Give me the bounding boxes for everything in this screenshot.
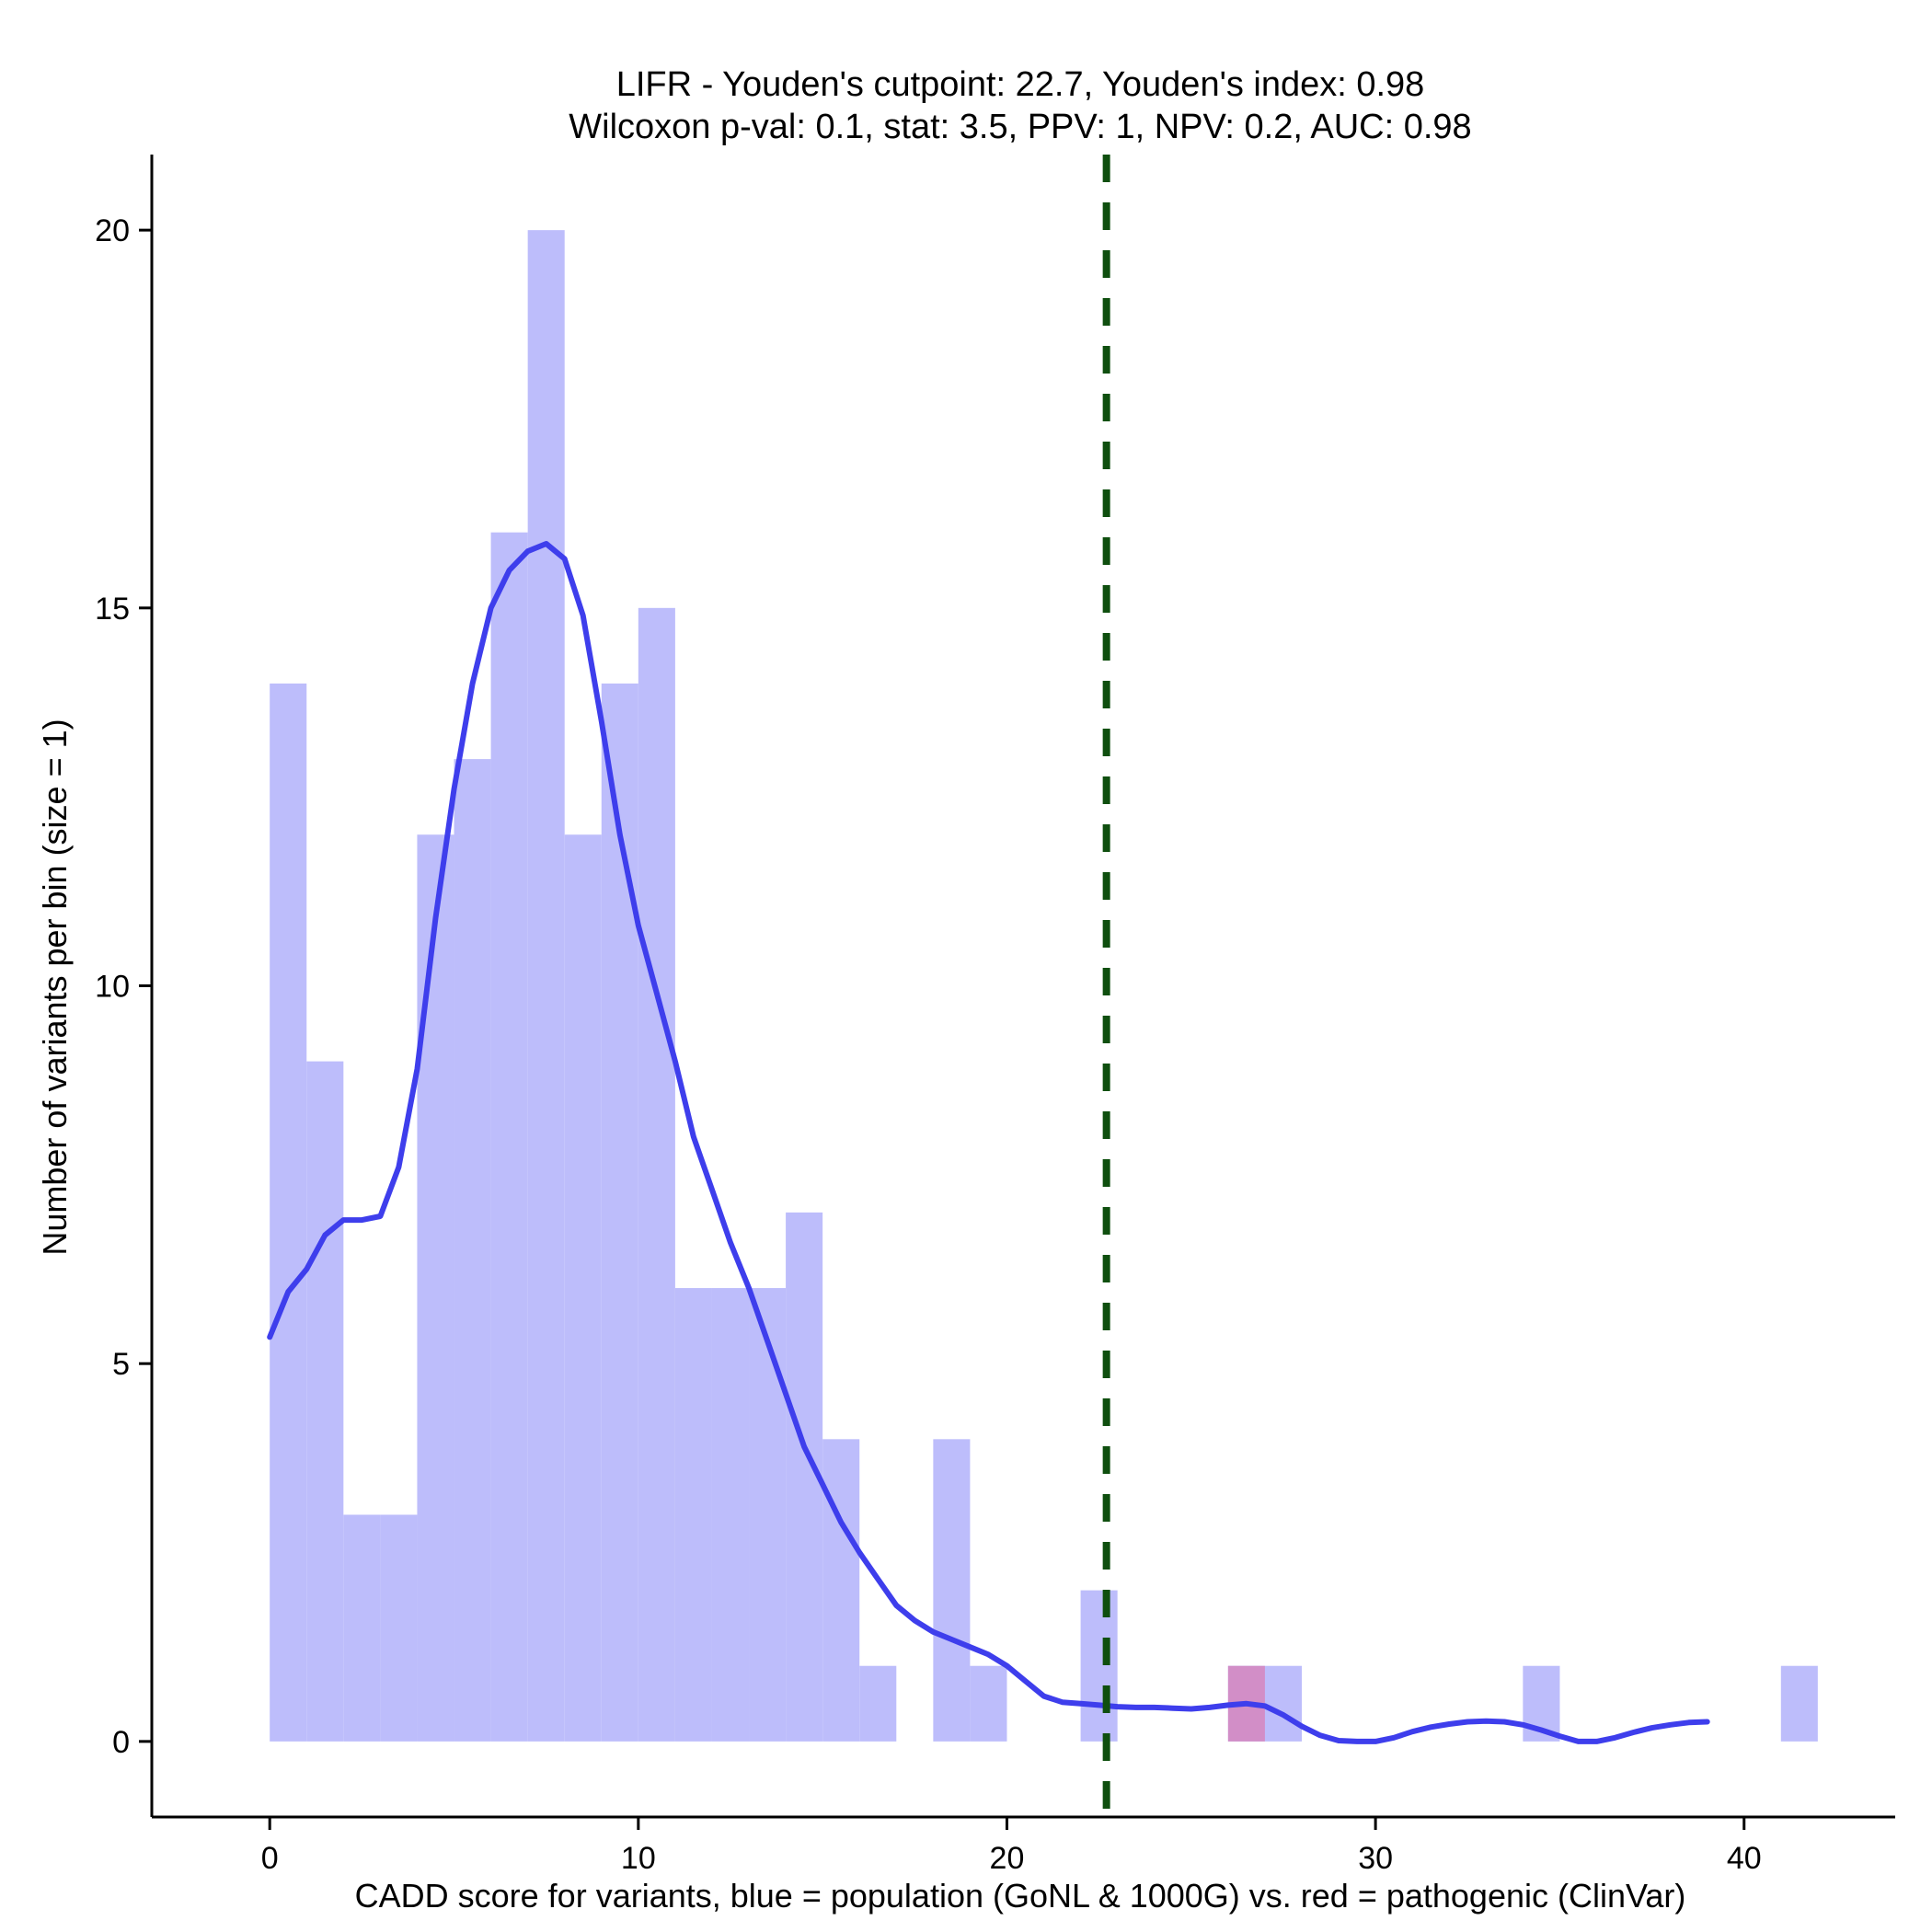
density-curve: [267, 541, 1710, 1744]
population-bar: [711, 1288, 750, 1742]
population-bar: [859, 1665, 897, 1742]
x-axis-label: CADD score for variants, blue = populati…: [355, 1877, 1686, 1915]
x-tick-label: 20: [990, 1841, 1025, 1876]
population-bar: [417, 834, 454, 1742]
y-tick-label: 20: [95, 213, 130, 248]
population-bar: [1264, 1665, 1302, 1742]
population-bar: [454, 759, 491, 1742]
x-tick-label: 30: [1358, 1841, 1393, 1876]
population-bar: [601, 683, 638, 1742]
y-axis-ticks: 0 5 10 15 20: [95, 213, 152, 1760]
population-bar: [527, 230, 565, 1742]
x-tick-label: 10: [621, 1841, 656, 1876]
y-axis-label: Number of variants per bin (size = 1): [36, 719, 74, 1255]
population-bar: [749, 1288, 787, 1742]
population-bar: [270, 683, 307, 1742]
population-bar: [343, 1514, 381, 1742]
population-bar: [674, 1288, 712, 1742]
population-bar: [564, 834, 602, 1742]
population-bar: [822, 1439, 860, 1742]
population-bar: [306, 1061, 344, 1742]
population-bar: [1780, 1665, 1818, 1742]
population-bar: [638, 607, 675, 1742]
x-axis-ticks: 0 10 20 30 40: [261, 1817, 1762, 1876]
population-bar: [1080, 1590, 1118, 1742]
population-bar: [933, 1439, 971, 1742]
x-tick-label: 40: [1727, 1841, 1762, 1876]
population-bar: [970, 1665, 1007, 1742]
y-tick-label: 10: [95, 970, 130, 1005]
chart-title-line1: LIFR - Youden's cutpoint: 22.7, Youden's…: [616, 65, 1425, 104]
population-bar: [490, 532, 528, 1742]
x-tick-label: 0: [261, 1841, 279, 1876]
population-bars: [270, 230, 1818, 1742]
chart-title-line2: Wilcoxon p-val: 0.1, stat: 3.5, PPV: 1, …: [569, 108, 1471, 146]
y-tick-label: 15: [95, 592, 130, 627]
population-bar: [380, 1514, 418, 1742]
y-tick-label: 0: [112, 1725, 130, 1760]
y-tick-label: 5: [112, 1347, 130, 1382]
